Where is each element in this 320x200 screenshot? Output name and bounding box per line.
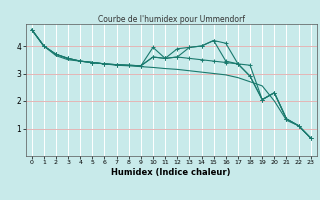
Title: Courbe de l'humidex pour Ummendorf: Courbe de l'humidex pour Ummendorf xyxy=(98,15,245,24)
X-axis label: Humidex (Indice chaleur): Humidex (Indice chaleur) xyxy=(111,168,231,177)
